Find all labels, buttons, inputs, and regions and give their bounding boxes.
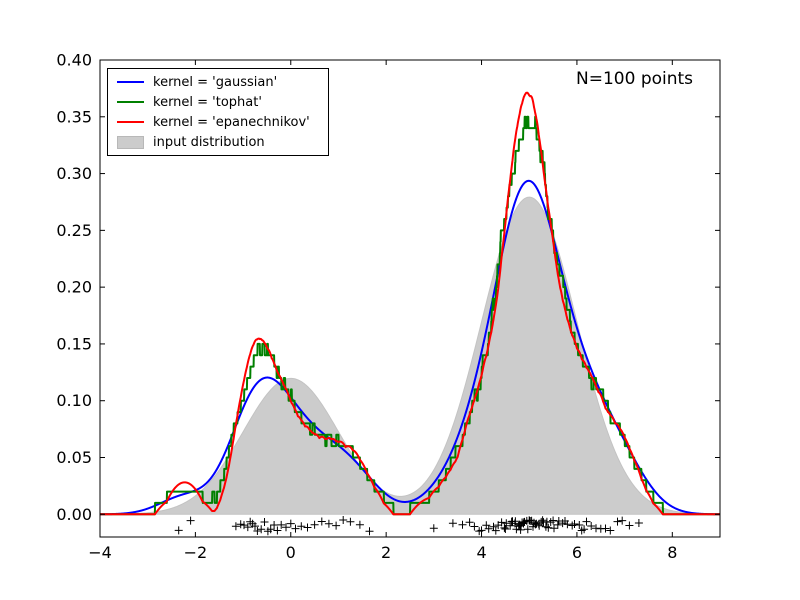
x-tick-label: 8 <box>667 543 677 562</box>
y-tick-label: 0.35 <box>56 107 92 126</box>
y-tick-label: 0.00 <box>56 505 92 524</box>
legend-entry-gaussian: kernel = 'gaussian' <box>108 72 328 92</box>
x-tick-label: −2 <box>184 543 208 562</box>
legend-entry-tophat: kernel = 'tophat' <box>108 92 328 112</box>
y-tick-label: 0.05 <box>56 448 92 467</box>
axes-border <box>99 59 721 538</box>
y-tick-label: 0.20 <box>56 278 92 297</box>
legend-line-tophat-icon <box>117 101 144 103</box>
data-points-rug <box>174 516 643 536</box>
legend-entry-epanechnikov: kernel = 'epanechnikov' <box>108 112 328 132</box>
y-tick-label: 0.30 <box>56 164 92 183</box>
y-tick-label: 0.25 <box>56 221 92 240</box>
y-tick-label: 0.40 <box>56 51 92 70</box>
x-tick-label: 0 <box>286 543 296 562</box>
legend-label-gaussian: kernel = 'gaussian' <box>153 74 278 90</box>
legend-line-gaussian-icon <box>117 81 144 83</box>
legend-line-epanechnikov-icon <box>117 121 144 123</box>
x-tick-label: −4 <box>88 543 112 562</box>
legend-patch-input-distribution-icon <box>117 135 144 149</box>
y-tick-label: 0.15 <box>56 334 92 353</box>
kde-curve-epanechnikov <box>99 91 721 516</box>
legend-label-epanechnikov: kernel = 'epanechnikov' <box>153 114 310 130</box>
annotation-n-points: N=100 points <box>576 69 694 89</box>
kde-curve-tophat <box>99 115 721 516</box>
legend: kernel = 'gaussian' kernel = 'tophat' ke… <box>107 68 329 156</box>
y-tick-label: 0.10 <box>56 391 92 410</box>
legend-label-tophat: kernel = 'tophat' <box>153 94 262 110</box>
x-tick-label: 4 <box>476 543 486 562</box>
kde-curve-gaussian <box>99 179 721 516</box>
legend-entry-input-distribution: input distribution <box>108 132 328 152</box>
legend-label-input-distribution: input distribution <box>153 134 265 150</box>
input-distribution-area <box>99 196 721 515</box>
x-tick-label: 2 <box>381 543 391 562</box>
x-tick-label: 6 <box>572 543 582 562</box>
